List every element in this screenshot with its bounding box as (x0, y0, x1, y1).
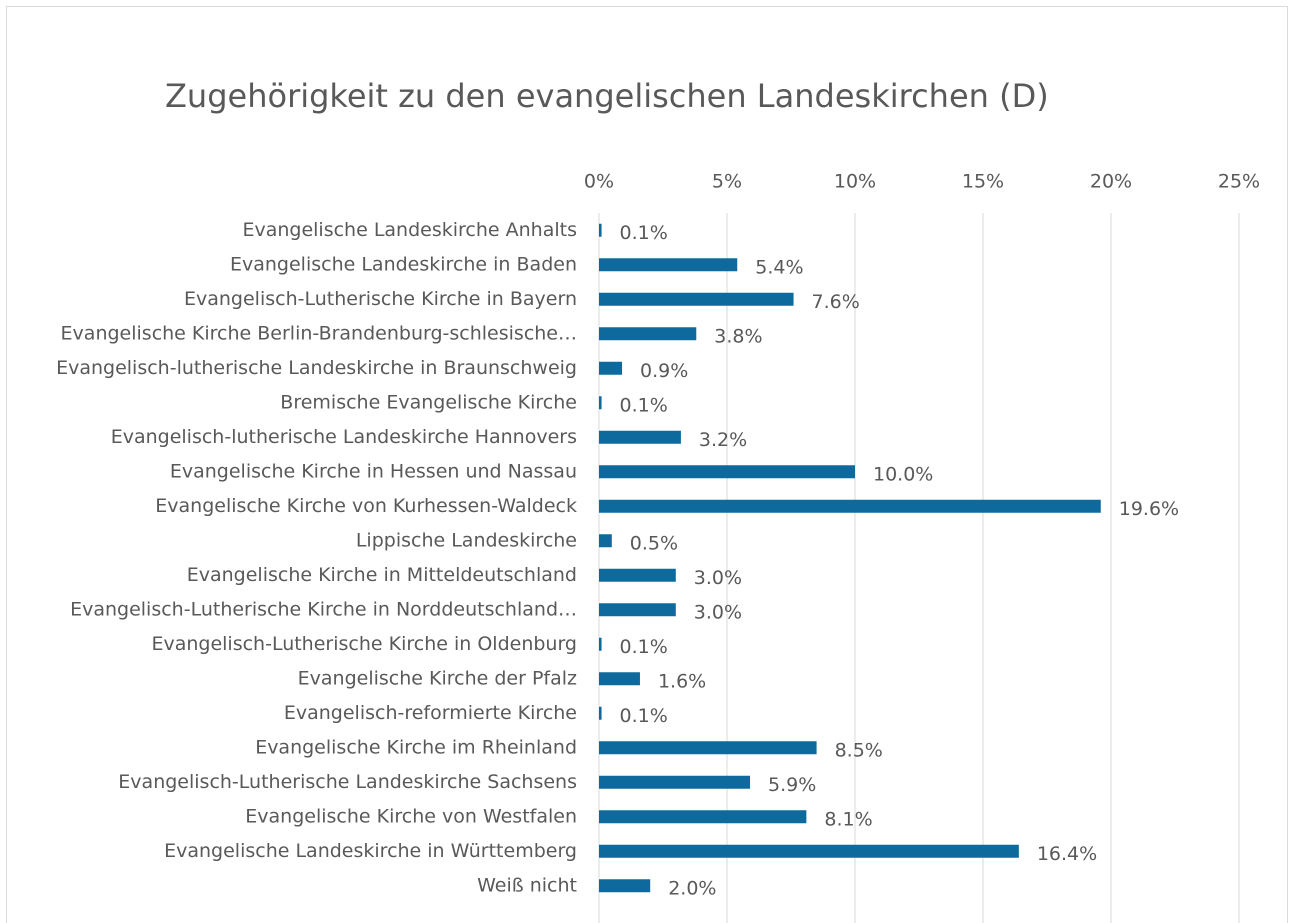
bar (599, 465, 855, 479)
bar (599, 879, 651, 893)
y-tick-label: Lippische Landeskirche (356, 529, 577, 551)
y-tick-label: Evangelische Kirche in Hessen und Nassau (170, 460, 577, 482)
y-tick-label: Evangelisch-Lutherische Kirche in Nordde… (70, 598, 577, 620)
data-label: 16.4% (1037, 843, 1097, 865)
y-tick-label: Evangelische Kirche der Pfalz (298, 667, 577, 689)
y-tick-label: Evangelische Kirche in Mitteldeutschland (187, 564, 577, 586)
chart-border (6, 6, 1288, 923)
y-tick-label: Evangelische Kirche im Rheinland (255, 736, 577, 758)
data-label: 3.8% (714, 325, 762, 347)
data-label: 5.9% (768, 774, 816, 796)
y-tick-label: Weiß nicht (477, 874, 577, 896)
data-label: 2.0% (668, 877, 716, 899)
x-tick-label: 20% (1090, 171, 1132, 193)
bar (599, 396, 602, 410)
data-label: 0.1% (620, 394, 668, 416)
data-label: 7.6% (812, 291, 860, 313)
y-tick-label: Evangelische Landeskirche Anhalts (242, 219, 577, 241)
data-label: 1.6% (658, 670, 706, 692)
data-label: 8.5% (835, 739, 883, 761)
data-label: 5.4% (755, 256, 803, 278)
bar (599, 327, 697, 341)
x-tick-label: 0% (584, 171, 614, 193)
bar (599, 603, 676, 617)
bar (599, 706, 602, 720)
data-label: 3.2% (699, 429, 747, 451)
bar (599, 361, 623, 375)
data-label: 3.0% (694, 567, 742, 589)
bar (599, 292, 794, 306)
bar (599, 741, 817, 755)
y-tick-label: Bremische Evangelische Kirche (280, 391, 577, 413)
y-tick-label: Evangelische Kirche von Kurhessen-Waldec… (155, 495, 577, 517)
bar (599, 223, 602, 237)
data-label: 0.1% (620, 222, 668, 244)
bar (599, 499, 1101, 513)
chart-title: Zugehörigkeit zu den evangelischen Lande… (165, 77, 1049, 115)
y-tick-label: Evangelisch-Lutherische Kirche in Bayern (184, 288, 577, 310)
data-label: 0.1% (620, 636, 668, 658)
bar (599, 775, 751, 789)
bar (599, 810, 807, 824)
bar (599, 637, 602, 651)
data-label: 10.0% (873, 463, 933, 485)
data-label: 0.1% (620, 705, 668, 727)
y-tick-label: Evangelisch-lutherische Landeskirche Han… (111, 426, 577, 448)
y-tick-label: Evangelisch-lutherische Landeskirche in … (56, 357, 577, 379)
bar (599, 534, 612, 548)
y-tick-label: Evangelische Kirche Berlin-Brandenburg-s… (61, 322, 577, 344)
y-tick-label: Evangelisch-Lutherische Landeskirche Sac… (118, 771, 577, 793)
y-tick-label: Evangelisch-Lutherische Kirche in Oldenb… (151, 633, 577, 655)
data-label: 0.5% (630, 532, 678, 554)
bar (599, 568, 676, 582)
y-tick-label: Evangelische Kirche von Westfalen (245, 805, 577, 827)
bar (599, 430, 681, 444)
data-label: 8.1% (824, 808, 872, 830)
bar (599, 844, 1019, 858)
x-tick-label: 5% (712, 171, 742, 193)
data-label: 19.6% (1119, 498, 1179, 520)
y-tick-label: Evangelisch-reformierte Kirche (284, 702, 577, 724)
bar (599, 258, 738, 272)
x-tick-label: 25% (1218, 171, 1260, 193)
data-label: 3.0% (694, 601, 742, 623)
x-tick-label: 15% (962, 171, 1004, 193)
bar (599, 672, 640, 686)
y-tick-label: Evangelische Landeskirche in Baden (230, 253, 577, 275)
data-label: 0.9% (640, 360, 688, 382)
x-tick-label: 10% (834, 171, 876, 193)
y-tick-label: Evangelische Landeskirche in Württemberg (164, 840, 577, 862)
